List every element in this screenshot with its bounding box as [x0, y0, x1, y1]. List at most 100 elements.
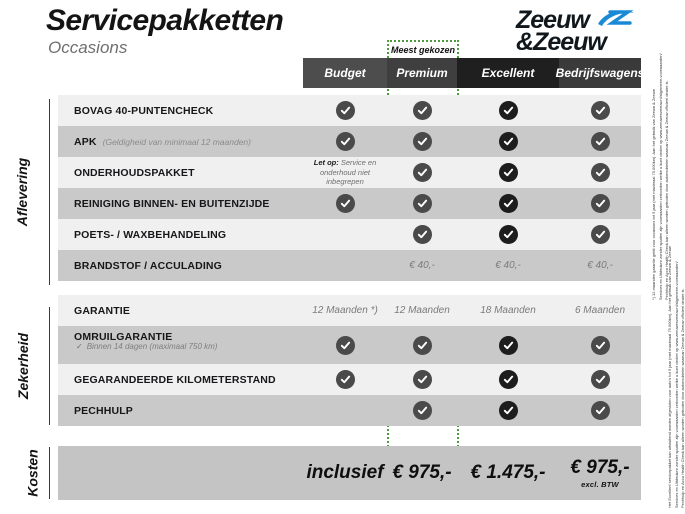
cell-bedrijfswagens: 6 Maanden [574, 304, 626, 316]
cell-premium [387, 395, 457, 426]
cell-premium [387, 157, 457, 188]
table-row: PECHHULP [58, 395, 641, 426]
fineprint-line: *) 12 maanden garantie geldt voor occasi… [651, 89, 656, 300]
check-icon [498, 401, 518, 420]
check-icon [335, 132, 355, 151]
cell-premium [387, 188, 457, 219]
cell-excellent [457, 95, 559, 126]
section-label-aflevering-text: Aflevering [13, 157, 30, 227]
cell-bedrijfswagens [559, 364, 641, 395]
row-label: PECHHULP [74, 404, 133, 417]
cost-summary-bar: inclusief € 975,- € 1.475,- € 975,- excl… [58, 446, 641, 500]
column-header-budget[interactable]: Budget [303, 58, 387, 88]
table-row: POETS- / WAXBEHANDELING [58, 219, 641, 250]
cell-budget [303, 364, 387, 395]
fineprint-block-b: Het Excellent servicepakket kan uitsluit… [667, 78, 685, 508]
table-row: OMRUILGARANTIE ✓ Binnen 14 dagen (maximaa… [58, 326, 641, 364]
row-label: ONDERHOUDSPAKKET [74, 166, 195, 179]
cell-bedrijfswagens [559, 95, 641, 126]
check-icon [498, 101, 518, 120]
section-label-kosten-text: Kosten [24, 449, 41, 497]
check-icon [590, 163, 610, 182]
page-subtitle: Occasions [48, 38, 128, 57]
cell-budget [303, 395, 387, 426]
check-icon [412, 163, 432, 182]
check-icon [412, 132, 432, 151]
cost-excellent: € 1.475,- [470, 462, 546, 483]
table-row: GARANTIE 12 Maanden *) 12 Maanden 18 Maa… [58, 295, 641, 326]
check-icon [498, 194, 518, 213]
check-icon [412, 101, 432, 120]
cell-excellent: € 40,- [495, 259, 521, 271]
check-icon [590, 335, 610, 355]
row-label: POETS- / WAXBEHANDELING [74, 228, 227, 241]
zeeuw-en-zeeuw-logo: Zeeuw &Zeeuw [516, 6, 638, 56]
cost-bedrijfswagens: € 975,- excl. BTW [570, 457, 630, 489]
check-icon [498, 225, 518, 244]
cell-bedrijfswagens [559, 157, 641, 188]
check-icon [590, 132, 610, 151]
column-header-excellent[interactable]: Excellent [457, 58, 559, 88]
most-chosen-badge: Meest gekozen [387, 40, 459, 58]
row-label: GEGARANDEERDE KILOMETERSTAND [74, 373, 276, 386]
cell-bedrijfswagens [559, 219, 641, 250]
page-title: Servicepakketten [46, 4, 284, 37]
cell-excellent [457, 364, 559, 395]
section-label-zekerheid-text: Zekerheid [14, 332, 31, 400]
column-header-bedrijfswagens[interactable]: Bedrijfswagens [556, 58, 644, 88]
cell-excellent [457, 395, 559, 426]
cell-premium: 12 Maanden [394, 304, 450, 316]
check-icon [498, 163, 518, 182]
section-divider-line [49, 447, 50, 499]
row-label: REINIGING BINNEN- EN BUITENZIJDE [74, 197, 270, 210]
cell-excellent [457, 157, 559, 188]
fineprint-line: Het Excellent servicepakket kan uitsluit… [667, 246, 672, 508]
cell-budget [303, 188, 387, 219]
legal-fineprint: *) 12 maanden garantie geldt voor occasi… [641, 0, 685, 514]
fineprint-line: Services en Uitdeuken zonder spuiten zij… [657, 53, 663, 300]
row-label: GARANTIE [74, 304, 131, 317]
cost-budget: inclusief [306, 462, 384, 483]
cell-premium [387, 364, 457, 395]
cost-btw-note: excl. BTW [581, 480, 619, 489]
check-icon [412, 225, 432, 244]
check-icon [335, 101, 355, 120]
cell-excellent [457, 219, 559, 250]
table-row: REINIGING BINNEN- EN BUITENZIJDE [58, 188, 641, 219]
check-icon [590, 101, 610, 120]
cell-bedrijfswagens [559, 126, 641, 157]
swoosh-icon [598, 10, 634, 26]
table-row: APK (Geldigheid van minimaal 12 maanden) [58, 126, 641, 157]
column-header-premium[interactable]: Premium [387, 58, 457, 88]
section-label-kosten: Kosten [0, 443, 56, 503]
cell-budget: Let op: Service en onderhoud niet inbegr… [303, 157, 387, 188]
table-row: GEGARANDEERDE KILOMETERSTAND [58, 364, 641, 395]
section-label-aflevering: Aflevering [0, 95, 56, 289]
check-icon [335, 335, 355, 355]
row-sublabel: ✓ Binnen 14 dagen (maximaal 750 km) [76, 342, 218, 351]
cell-bedrijfswagens: € 40,- [587, 259, 613, 271]
small-check-icon: ✓ [76, 342, 83, 351]
cell-bedrijfswagens [559, 395, 641, 426]
section-divider-line [49, 99, 50, 285]
cell-excellent: 18 Maanden [480, 304, 536, 316]
cell-excellent [457, 126, 559, 157]
check-icon [335, 370, 355, 389]
check-icon [590, 401, 610, 420]
table-row: BOVAG 40-PUNTENCHECK [58, 95, 641, 126]
check-icon [498, 370, 518, 389]
cell-budget [303, 95, 387, 126]
row-label: OMRUILGARANTIE [74, 331, 173, 343]
cell-premium [387, 219, 457, 250]
row-note: (Geldigheid van minimaal 12 maanden) [102, 136, 251, 147]
cell-budget [303, 219, 387, 250]
cell-bedrijfswagens [559, 188, 641, 219]
table-row: ONDERHOUDSPAKKET Let op: Service en onde… [58, 157, 641, 188]
comparison-table: BOVAG 40-PUNTENCHECK APK (Geldigheid van… [58, 95, 641, 426]
row-label: APK (Geldigheid van minimaal 12 maanden) [74, 135, 251, 148]
cell-premium [387, 126, 457, 157]
fineprint-line: Pechhulp en Accu Health Check kan alleen… [680, 288, 685, 508]
section-label-zekerheid: Zekerheid [0, 303, 56, 429]
check-icon [590, 194, 610, 213]
check-icon [335, 194, 355, 213]
